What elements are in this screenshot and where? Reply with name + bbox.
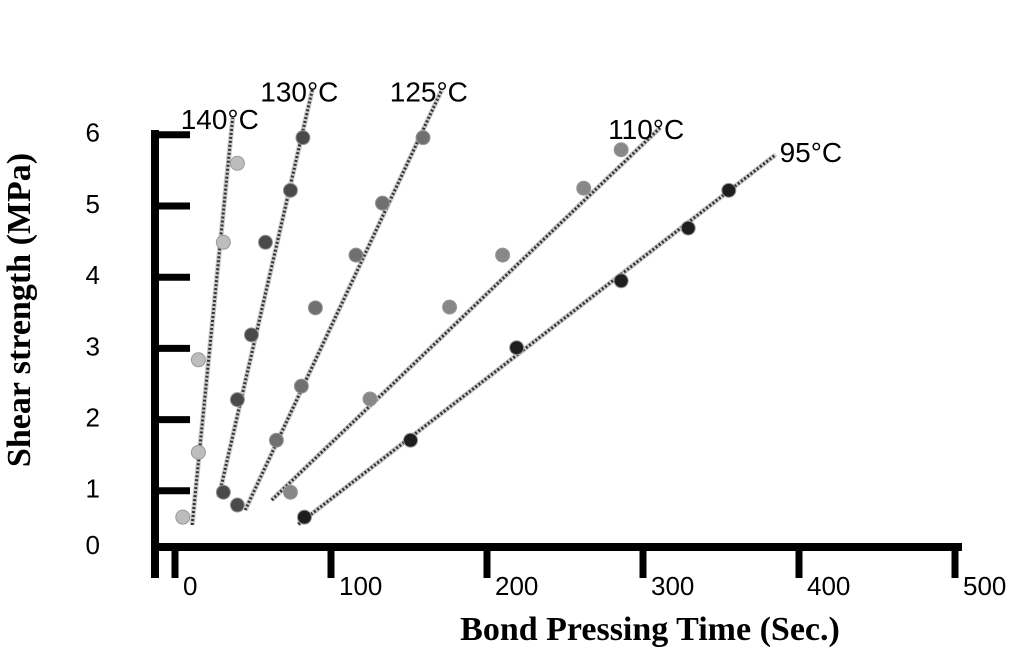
y-axis-title: Shear strength (MPa) [1,153,38,467]
x-tick-label: 200 [495,571,538,601]
y-tick-label: 0 [86,530,100,560]
x-axis-title: Bond Pressing Time (Sec.) [460,611,840,648]
x-tick-label: 100 [339,571,382,601]
y-tick-label: 6 [86,118,100,148]
x-tick-label: 400 [807,571,850,601]
point [296,509,312,525]
point [215,484,231,500]
series-label: 110°C [608,114,684,145]
y-tick-label: 5 [86,189,100,219]
point [190,444,206,460]
series-label: 95°C [780,137,843,168]
x-tick-label: 500 [963,571,1006,601]
point [295,130,311,146]
fit-line [297,153,777,526]
point [229,392,245,408]
point [576,180,592,196]
point [257,234,273,250]
point [374,195,390,211]
point [229,155,245,171]
y-tick-label: 1 [86,474,100,504]
point [307,300,323,316]
series-label: 130°C [260,76,338,107]
y-tick-label: 4 [86,260,100,290]
point [721,182,737,198]
point [442,299,458,315]
point [293,378,309,394]
series-label: 125°C [390,76,468,107]
fit-line [217,89,314,498]
point [282,182,298,198]
x-tick-label: 300 [651,571,694,601]
point [495,247,511,263]
fit-line [270,126,662,502]
point [215,234,231,250]
point [282,484,298,500]
x-tick-label: 0 [183,571,197,601]
point [175,509,191,525]
point [243,327,259,343]
point [229,497,245,513]
point [415,130,431,146]
point [348,247,364,263]
point [613,273,629,289]
point [190,352,206,368]
point [509,340,525,356]
series-label: 140°C [181,104,259,135]
point [613,142,629,158]
point [680,220,696,236]
point [268,432,284,448]
point [362,391,378,407]
y-tick-label: 3 [86,331,100,361]
y-tick-label: 2 [86,402,100,432]
point [403,432,419,448]
